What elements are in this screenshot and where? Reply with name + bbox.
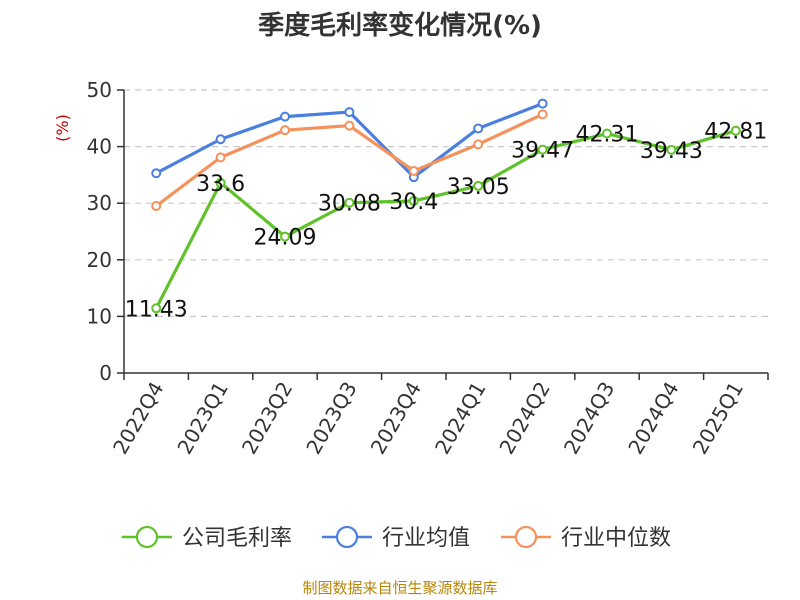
- legend-marker: [135, 525, 159, 549]
- data-point[interactable]: [473, 180, 484, 191]
- data-point[interactable]: [215, 134, 226, 145]
- legend-label: 公司毛利率: [182, 526, 292, 551]
- data-point[interactable]: [215, 177, 226, 188]
- x-tick-label: 2022Q4: [108, 378, 168, 459]
- data-label: 30.4: [389, 190, 438, 215]
- legend[interactable]: 公司毛利率 行业均值 行业中位数: [122, 525, 671, 551]
- y-tick-label: 50: [87, 78, 112, 102]
- legend-marker: [335, 525, 359, 549]
- data-point[interactable]: [344, 107, 355, 118]
- data-point[interactable]: [280, 231, 290, 242]
- series-lines: [151, 98, 741, 314]
- data-label: 39.43: [640, 139, 703, 164]
- y-tick-label: 40: [87, 135, 112, 159]
- data-point[interactable]: [151, 201, 162, 212]
- y-axis-unit: (%): [53, 114, 72, 142]
- x-tick-label: 2023Q2: [237, 378, 297, 459]
- x-tick-label: 2023Q3: [301, 378, 361, 459]
- data-label: 24.09: [254, 226, 317, 251]
- y-tick-label: 10: [87, 304, 112, 328]
- data-point[interactable]: [537, 144, 548, 155]
- legend-label: 行业均值: [382, 526, 470, 551]
- chart-title: 季度毛利率变化情况(%): [258, 10, 542, 41]
- x-tick-label: 2023Q4: [366, 378, 426, 459]
- data-point[interactable]: [280, 111, 290, 122]
- data-label: 11.43: [125, 297, 188, 322]
- data-label: 42.81: [704, 120, 767, 145]
- y-tick-label: 30: [87, 191, 112, 215]
- x-tick-label: 2024Q4: [623, 378, 683, 459]
- source-note: 制图数据来自恒生聚源数据库: [302, 579, 497, 597]
- data-point[interactable]: [473, 139, 484, 150]
- y-tick-label: 20: [87, 248, 112, 272]
- legend-label: 行业中位数: [561, 526, 671, 551]
- data-point[interactable]: [344, 120, 355, 131]
- x-tick-label: 2025Q1: [688, 378, 748, 459]
- data-point[interactable]: [280, 125, 290, 136]
- data-label: 30.08: [318, 192, 381, 217]
- x-tick-label: 2024Q1: [430, 378, 490, 459]
- data-point[interactable]: [151, 303, 162, 314]
- data-point[interactable]: [215, 152, 226, 163]
- data-label: 42.31: [576, 123, 639, 148]
- x-tick-label: 2024Q2: [494, 378, 554, 459]
- data-point[interactable]: [473, 123, 484, 134]
- axes: 0 10 20 30 40 50 2022Q4 2023Q1 2023Q2 2023Q3 2023Q…: [87, 78, 769, 459]
- series-line-1: [154, 129, 737, 310]
- y-tick-label: 0: [99, 361, 112, 385]
- data-point[interactable]: [537, 98, 548, 109]
- x-tick-label: 2023Q1: [172, 378, 232, 459]
- data-point[interactable]: [730, 125, 741, 136]
- legend-marker: [514, 525, 538, 549]
- gridlines: [124, 89, 768, 317]
- legend-item-1[interactable]: 公司毛利率: [122, 525, 292, 551]
- data-point[interactable]: [151, 168, 162, 179]
- data-point[interactable]: [408, 165, 419, 176]
- data-point[interactable]: [344, 197, 355, 208]
- legend-item-2[interactable]: 行业均值: [322, 525, 470, 551]
- data-label: 33.05: [447, 175, 510, 200]
- data-point[interactable]: [537, 109, 548, 120]
- data-point[interactable]: [602, 128, 612, 139]
- data-label: 39.47: [511, 139, 574, 164]
- data-point[interactable]: [408, 195, 419, 206]
- data-label: 33.6: [196, 172, 245, 197]
- x-tick-label: 2024Q3: [559, 378, 619, 459]
- legend-item-3[interactable]: 行业中位数: [501, 525, 671, 551]
- data-point[interactable]: [666, 144, 677, 155]
